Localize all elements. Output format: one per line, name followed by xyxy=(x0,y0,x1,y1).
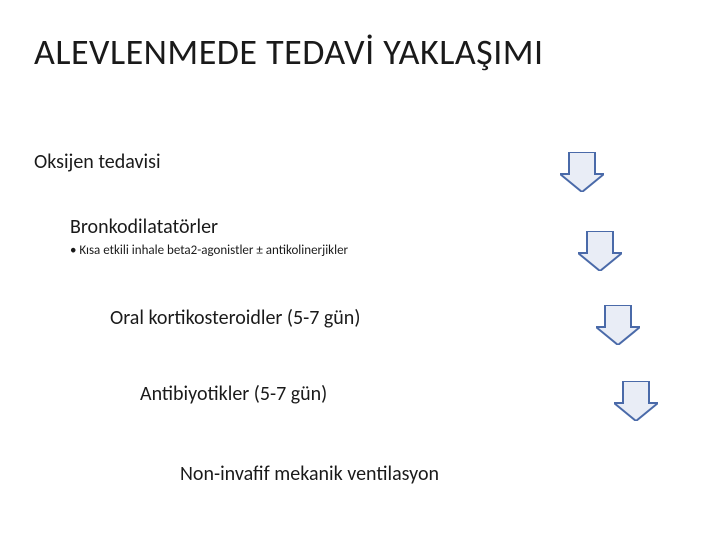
step-niv: Non-invafif mekanik ventilasyon xyxy=(180,462,439,486)
step-antibiotics-label: Antibiyotikler (5-7 gün) xyxy=(140,382,327,406)
down-arrow-icon xyxy=(596,305,640,350)
step-bronchodilators: Bronkodilatatörler • Kısa etkili inhale … xyxy=(70,215,348,258)
slide-title-text: ALEVLENMEDE TEDAVİ YAKLAŞIMI xyxy=(34,30,544,74)
slide-title: ALEVLENMEDE TEDAVİ YAKLAŞIMI xyxy=(34,30,694,74)
step-bronchodilators-sub: • Kısa etkili inhale beta2-agonistler ± … xyxy=(70,243,348,258)
step-oxygen: Oksijen tedavisi xyxy=(34,150,161,174)
step-corticosteroids: Oral kortikosteroidler (5-7 gün) xyxy=(110,306,360,330)
step-bronchodilators-label: Bronkodilatatörler xyxy=(70,215,348,239)
down-arrow-icon xyxy=(614,381,658,426)
step-antibiotics: Antibiyotikler (5-7 gün) xyxy=(140,382,327,406)
step-oxygen-label: Oksijen tedavisi xyxy=(34,150,161,174)
down-arrow-icon xyxy=(578,231,622,276)
down-arrow-icon xyxy=(560,152,604,197)
step-niv-label: Non-invafif mekanik ventilasyon xyxy=(180,462,439,486)
step-corticosteroids-label: Oral kortikosteroidler (5-7 gün) xyxy=(110,306,360,330)
